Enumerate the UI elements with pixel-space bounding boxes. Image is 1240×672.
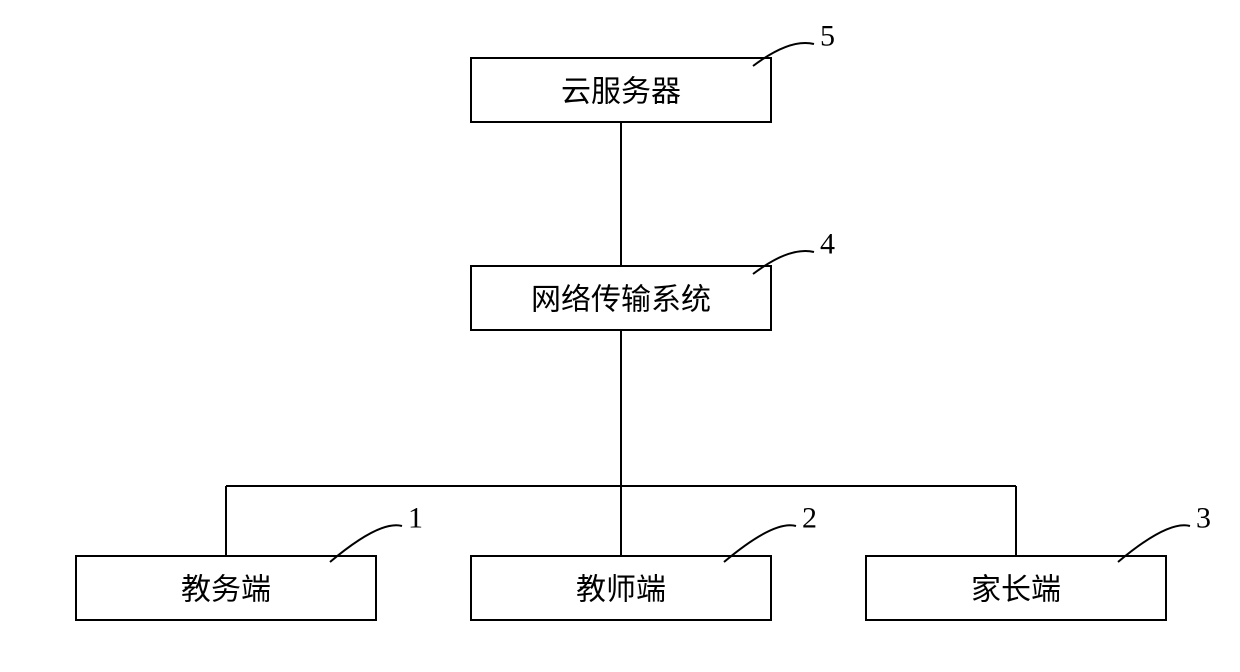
callout-number-n4: 4 bbox=[820, 228, 835, 261]
node-n2: 教师端 2 bbox=[471, 502, 817, 621]
node-label-n1: 教务端 bbox=[181, 574, 271, 607]
node-n1: 教务端 1 bbox=[76, 502, 423, 621]
node-n4: 网络传输系统 4 bbox=[471, 228, 835, 331]
node-label-n3: 家长端 bbox=[971, 574, 1061, 607]
diagram-canvas: 云服务器 5 网络传输系统 4 教务端 1 教师端 2 家长端 3 bbox=[0, 0, 1240, 672]
callout-number-n5: 5 bbox=[820, 20, 835, 53]
callout-number-n1: 1 bbox=[408, 502, 423, 535]
callout-number-n3: 3 bbox=[1196, 502, 1211, 535]
nodes-group: 云服务器 5 网络传输系统 4 教务端 1 教师端 2 家长端 3 bbox=[76, 20, 1211, 621]
callout-number-n2: 2 bbox=[802, 502, 817, 535]
node-n3: 家长端 3 bbox=[866, 502, 1211, 621]
node-label-n5: 云服务器 bbox=[561, 76, 681, 109]
node-label-n4: 网络传输系统 bbox=[531, 284, 711, 317]
node-label-n2: 教师端 bbox=[576, 574, 666, 607]
edges-group bbox=[226, 122, 1016, 556]
node-n5: 云服务器 5 bbox=[471, 20, 835, 123]
